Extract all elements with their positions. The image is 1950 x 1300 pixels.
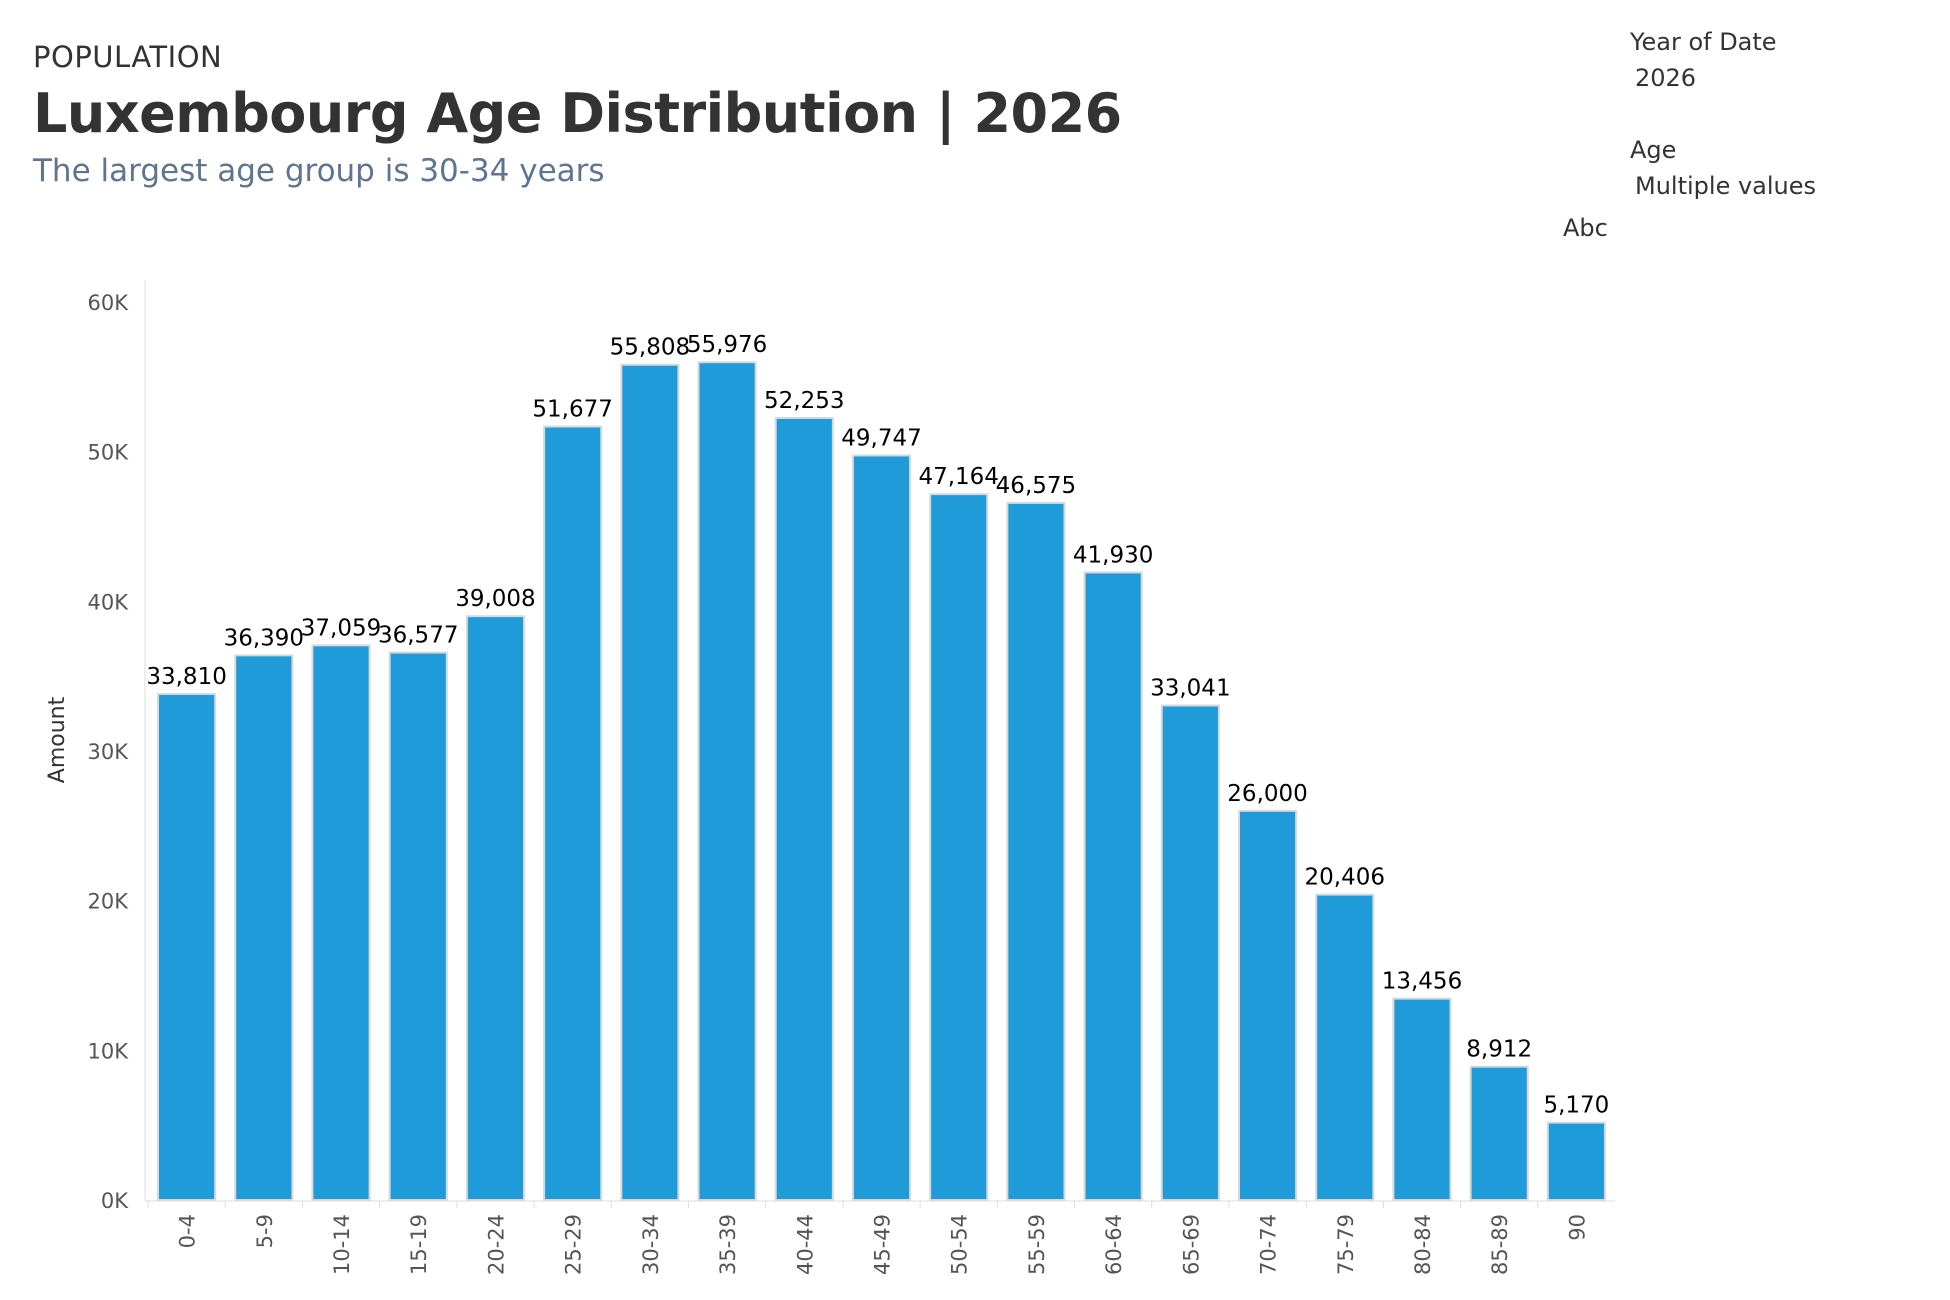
x-tick-label: 75-79 (1334, 1214, 1358, 1275)
bar[interactable] (234, 654, 294, 1201)
x-tick-label: 15-19 (407, 1214, 431, 1275)
bar[interactable] (465, 615, 526, 1201)
y-tick-label: 20K (88, 890, 130, 914)
bar[interactable] (774, 416, 834, 1201)
y-tick-label: 50K (88, 441, 130, 465)
bar[interactable] (1315, 893, 1375, 1201)
bar-value-label: 37,059 (301, 615, 381, 641)
x-tick-label: 25-29 (562, 1214, 586, 1275)
legend-label: Abc (1563, 214, 1608, 242)
y-tick-label: 60K (88, 291, 130, 315)
bar-value-label: 8,912 (1466, 1037, 1532, 1063)
bar[interactable] (697, 361, 757, 1201)
bar[interactable] (1006, 501, 1066, 1201)
bar-value-label: 52,253 (764, 388, 844, 414)
filter-panel: Year of Date 2026 Age Multiple values (1630, 28, 1816, 244)
x-axis: 0-4 5-9 10-14 15-19 20-24 25-29 30-34 35-39 40-4… (145, 1200, 1615, 1275)
bar[interactable] (1546, 1121, 1606, 1201)
bar[interactable] (1469, 1065, 1529, 1201)
eyebrow-label: POPULATION (33, 40, 223, 74)
y-tick-label: 40K (88, 590, 130, 614)
x-tick-label: 70-74 (1257, 1214, 1281, 1275)
x-tick-label: 35-39 (716, 1214, 740, 1275)
bar[interactable] (388, 651, 448, 1201)
bar-value-label: 13,456 (1382, 969, 1462, 995)
x-tick-label: 55-59 (1025, 1214, 1049, 1275)
x-tick-label: 60-64 (1102, 1214, 1126, 1275)
bar[interactable] (929, 493, 989, 1201)
bar-value-label: 51,677 (532, 397, 612, 423)
x-tick-label: 50-54 (948, 1214, 972, 1275)
bar-value-label: 5,170 (1543, 1093, 1609, 1119)
chart-header: POPULATION Luxembourg Age Distribution |… (33, 40, 1122, 189)
x-tick-label: 30-34 (639, 1214, 663, 1275)
chart-subtitle: The largest age group is 30-34 years (33, 153, 605, 189)
bar[interactable] (1160, 704, 1220, 1202)
x-tick-label: 45-49 (871, 1214, 895, 1275)
bar[interactable] (157, 692, 217, 1201)
bar-value-label: 20,406 (1305, 865, 1385, 891)
y-axis: 0K 10K 20K 30K 40K 50K 60K (88, 280, 146, 1213)
bar-value-label: 39,008 (455, 586, 535, 612)
x-tick-label: 0-4 (176, 1214, 200, 1248)
chart-title: Luxembourg Age Distribution | 2026 (33, 82, 1122, 145)
bar-value-label: 41,930 (1073, 542, 1153, 568)
bar-value-label: 33,810 (146, 664, 226, 690)
bar[interactable] (1083, 571, 1143, 1201)
x-tick-label: 10-14 (330, 1214, 354, 1275)
bar-value-label: 33,041 (1150, 675, 1230, 701)
bar-value-label: 49,747 (841, 425, 921, 451)
y-tick-label: 30K (88, 740, 130, 764)
x-tick-label: 65-69 (1179, 1214, 1203, 1275)
bar-value-label: 36,577 (378, 623, 458, 649)
bar-value-label: 36,390 (224, 625, 304, 651)
x-tick-label: 5-9 (253, 1214, 277, 1248)
bar[interactable] (851, 454, 912, 1201)
bar[interactable] (1392, 997, 1452, 1201)
bar-value-label: 26,000 (1227, 781, 1307, 807)
filter-year-label: Year of Date (1630, 28, 1777, 56)
bar-value-label: 55,976 (687, 332, 767, 358)
x-tick-label: 90 (1565, 1214, 1589, 1241)
y-tick-label: 0K (101, 1189, 129, 1213)
y-tick-label: 10K (88, 1039, 130, 1063)
bar[interactable] (543, 425, 603, 1201)
x-tick-label: 20-24 (484, 1214, 508, 1275)
x-tick-label: 80-84 (1411, 1214, 1435, 1275)
bar[interactable] (620, 363, 680, 1201)
x-tick-label: 85-89 (1488, 1214, 1512, 1275)
bar[interactable] (311, 644, 371, 1201)
bar[interactable] (1237, 809, 1298, 1201)
filter-age-value[interactable]: Multiple values (1635, 172, 1817, 200)
bar-value-label: 46,575 (996, 473, 1076, 499)
filter-year-value[interactable]: 2026 (1635, 64, 1697, 92)
x-tick-label: 40-44 (793, 1214, 817, 1275)
y-axis-title: Amount (45, 696, 70, 783)
bar-value-label: 47,164 (918, 464, 998, 490)
filter-age-label: Age (1630, 136, 1677, 164)
bar-value-label: 55,808 (610, 335, 690, 361)
